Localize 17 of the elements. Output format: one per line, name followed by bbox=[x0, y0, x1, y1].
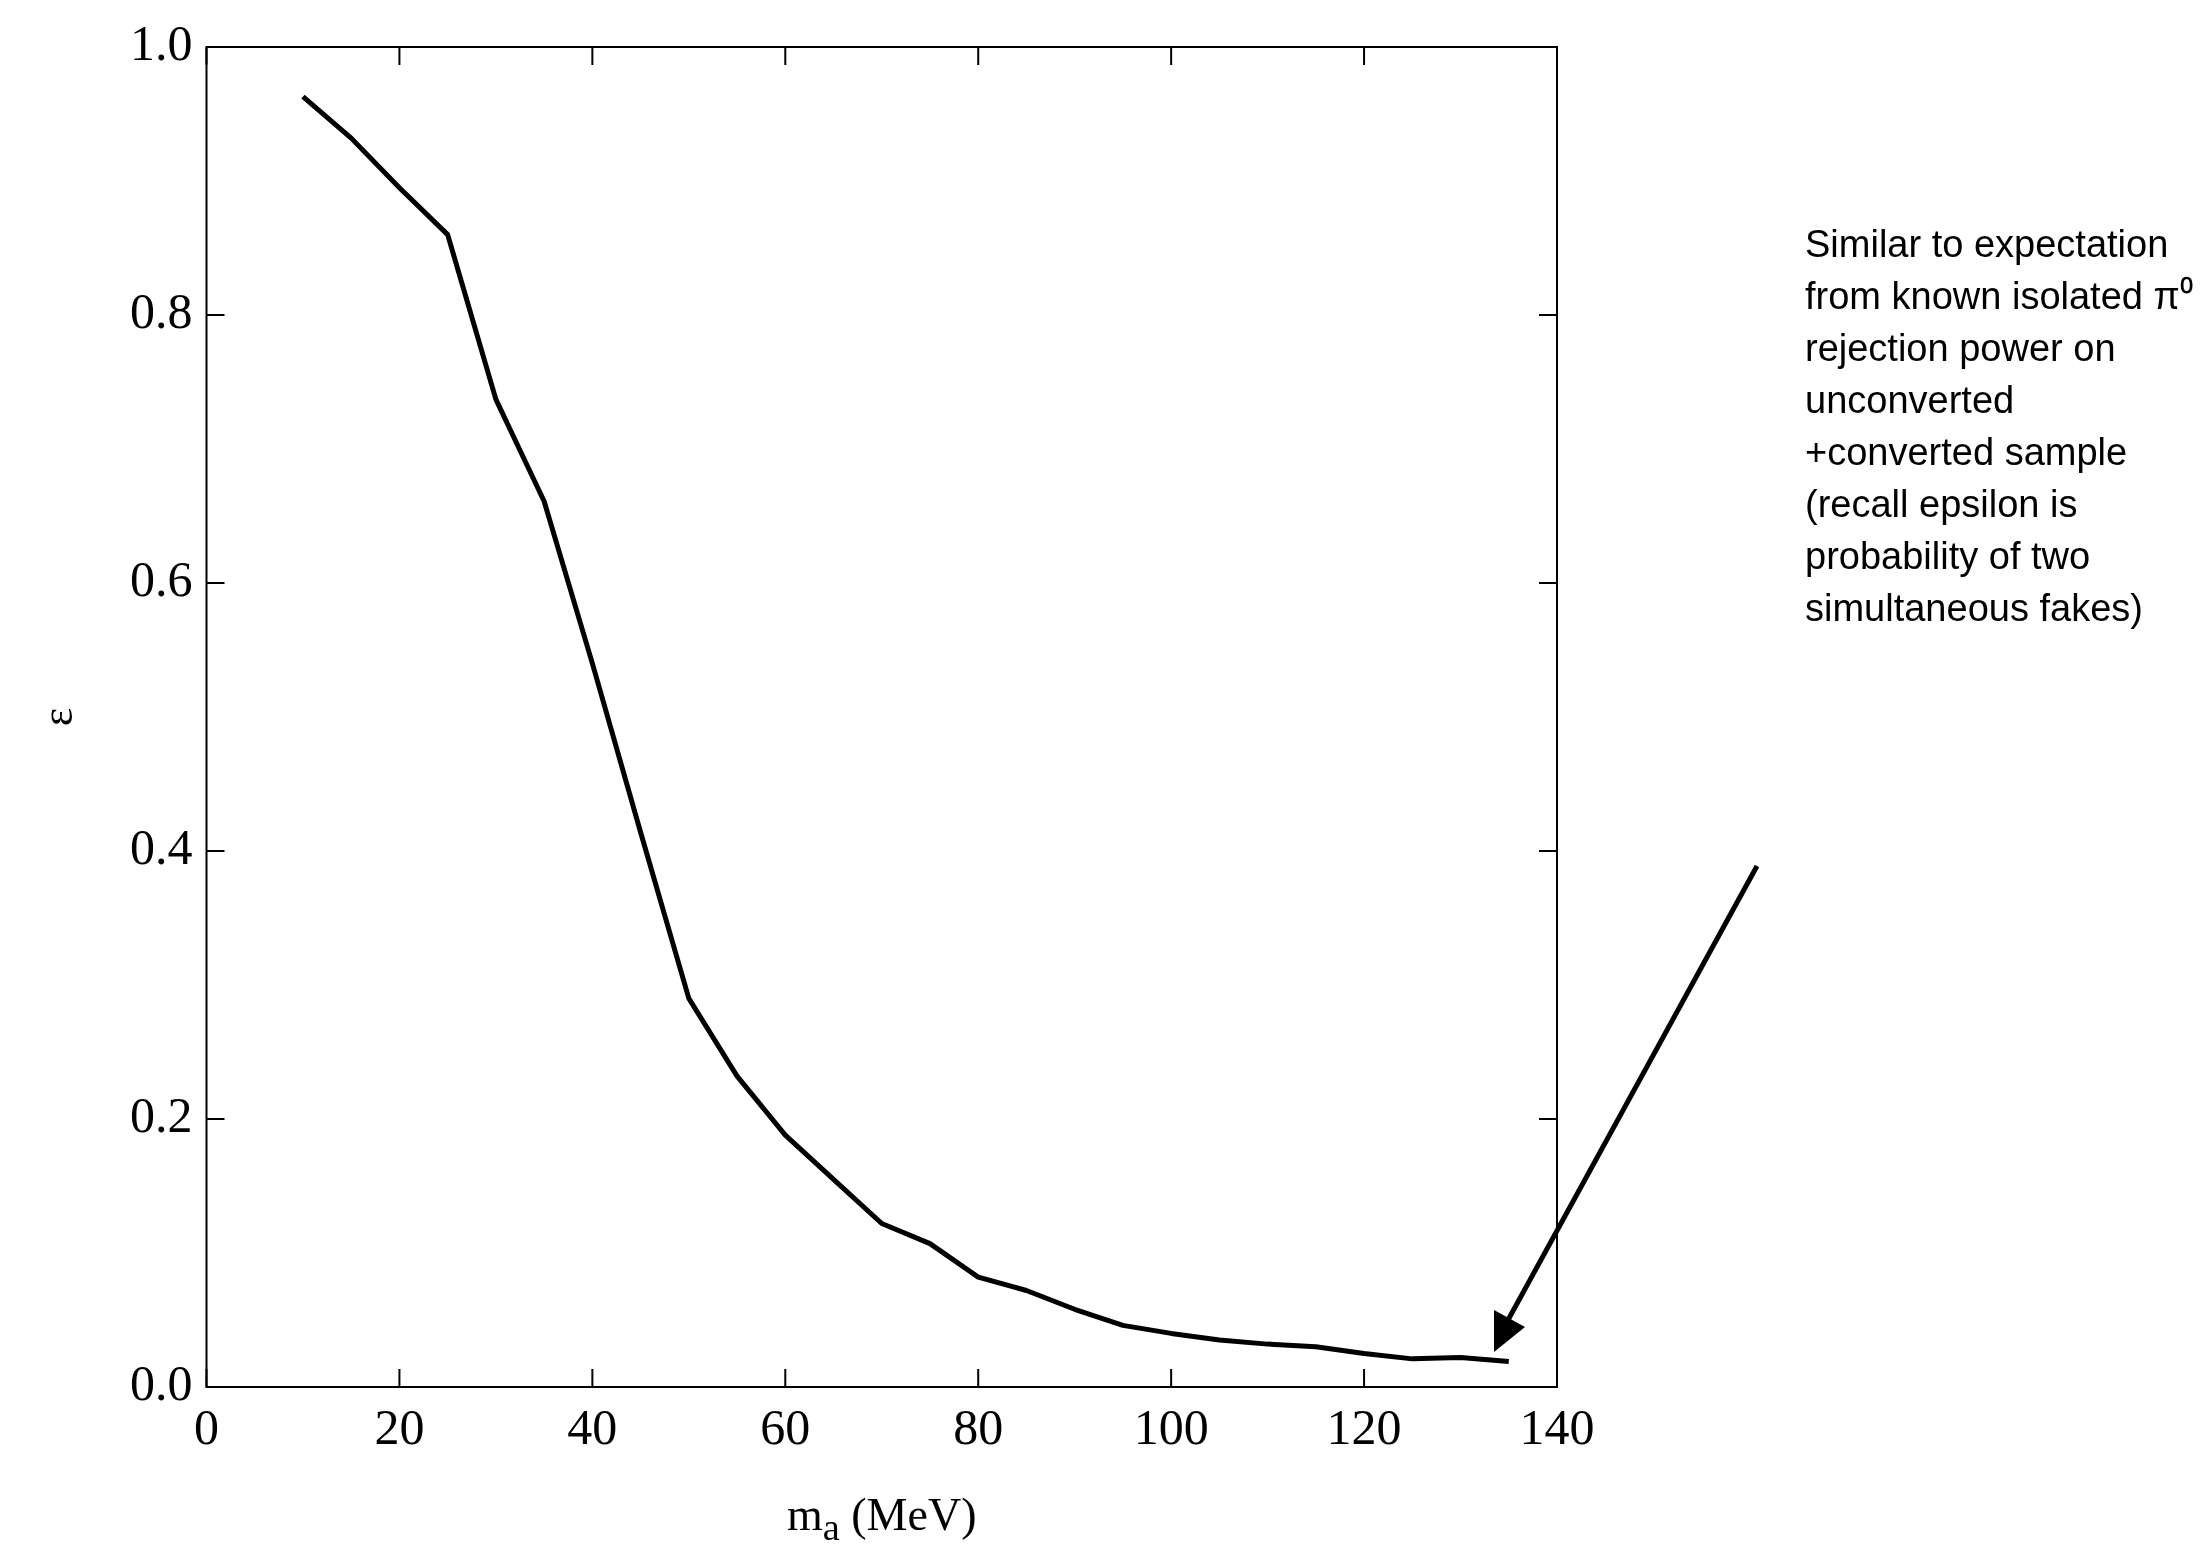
y-tick-label: 0.6 bbox=[130, 551, 193, 608]
y-axis-title: ε bbox=[32, 707, 82, 727]
x-tick-label: 80 bbox=[953, 1399, 1004, 1456]
x-tick-label: 0 bbox=[194, 1399, 219, 1456]
x-axis-title: m$_{a}$ (MeV) bbox=[786, 1488, 978, 1550]
x-tick-label: 100 bbox=[1133, 1399, 1209, 1456]
y-tick-label: 1.0 bbox=[130, 15, 193, 72]
y-tick-label: 0.8 bbox=[130, 283, 193, 340]
x-tick-label: 120 bbox=[1326, 1399, 1402, 1456]
y-tick-label: 0.2 bbox=[130, 1087, 193, 1144]
x-tick-label: 40 bbox=[567, 1399, 618, 1456]
x-tick-label: 140 bbox=[1519, 1399, 1595, 1456]
y-tick-label: 0.0 bbox=[130, 1355, 193, 1412]
x-tick-label: 20 bbox=[374, 1399, 425, 1456]
y-tick-label: 0.4 bbox=[130, 819, 193, 876]
text: Similar to expectation from known isolated π⁰ rejection power on unconverted +converted sample (recall epsilon is probability of two simultaneous fakes) bbox=[1805, 223, 2193, 630]
x-tick-label: 60 bbox=[760, 1399, 811, 1456]
